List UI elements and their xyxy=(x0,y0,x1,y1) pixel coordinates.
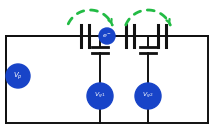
Circle shape xyxy=(135,83,161,109)
Circle shape xyxy=(6,64,30,88)
Circle shape xyxy=(87,83,113,109)
Text: $V_{g2}$: $V_{g2}$ xyxy=(142,91,154,101)
Text: $V_p$: $V_p$ xyxy=(13,70,23,82)
Circle shape xyxy=(99,28,115,44)
Text: $V_{g1}$: $V_{g1}$ xyxy=(94,91,106,101)
Text: $e^-$: $e^-$ xyxy=(102,32,112,40)
